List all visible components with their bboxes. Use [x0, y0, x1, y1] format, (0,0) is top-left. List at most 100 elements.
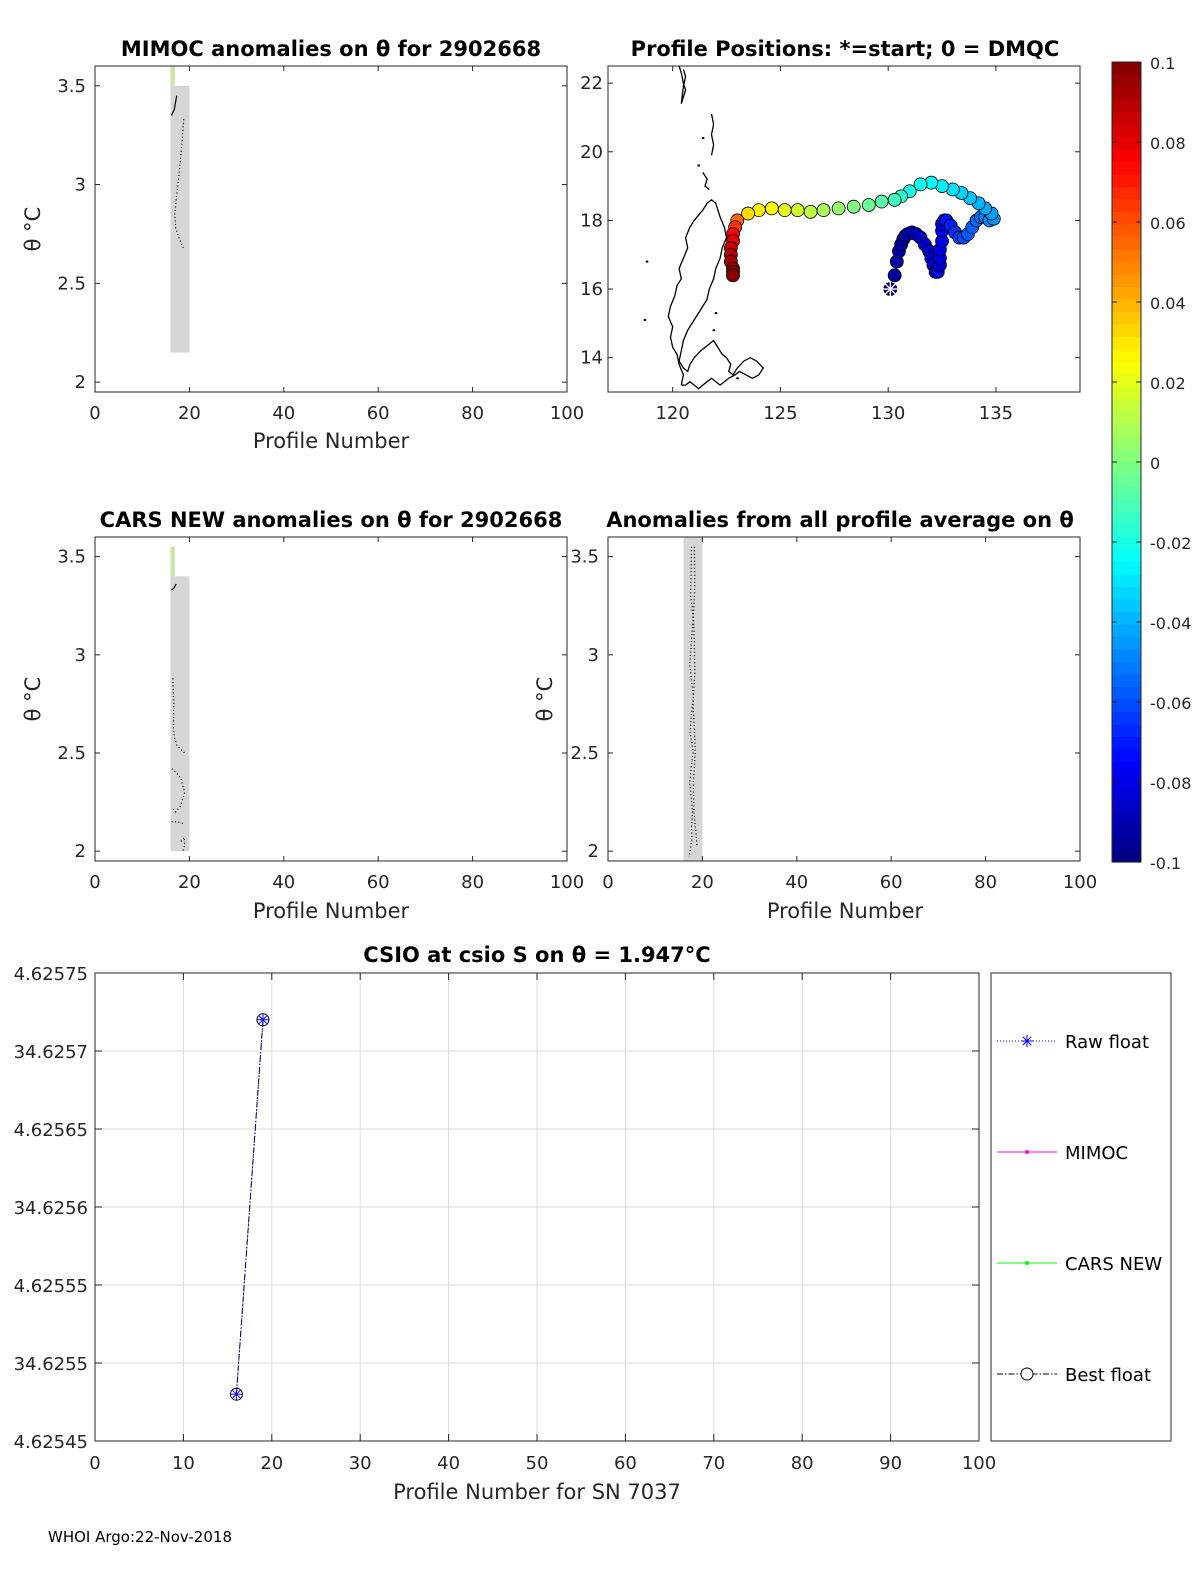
- profile-position-marker: [726, 268, 740, 283]
- x-tick-label: 0: [89, 1453, 100, 1474]
- colorbar-tick-label: -0.08: [1150, 774, 1191, 793]
- profile-position-marker: [874, 194, 889, 209]
- raw-float-line: [235, 1019, 264, 1395]
- x-tick-label: 40: [785, 872, 808, 893]
- x-tick-label: 80: [974, 872, 997, 893]
- y-tick-label: 4.62565: [14, 1120, 88, 1141]
- x-tick-label: 80: [461, 872, 484, 893]
- x-tick-label: 0: [89, 872, 100, 893]
- raw-float-marker: [231, 1389, 242, 1399]
- csio-xlabel: Profile Number for SN 7037: [393, 1480, 681, 1504]
- y-tick-label: 16: [580, 279, 603, 300]
- x-tick-label: 10: [172, 1453, 195, 1474]
- colorbar-segment: [1112, 599, 1141, 613]
- colorbar-segment: [1112, 337, 1141, 351]
- colorbar-tick-label: -0.06: [1150, 694, 1191, 713]
- islet: [736, 377, 739, 380]
- islet: [701, 137, 705, 140]
- y-tick-label: 18: [580, 210, 603, 231]
- colorbar-segment: [1112, 224, 1141, 238]
- y-tick-label: 34.6257: [14, 1042, 88, 1063]
- start-asterisk-stroke: [884, 283, 896, 295]
- colorbar-segment: [1112, 487, 1141, 501]
- colorbar-segment: [1112, 612, 1141, 626]
- csio-panel: CSIO at csio S on θ = 1.947°C Profile Nu…: [14, 943, 997, 1504]
- y-tick-label: 2: [75, 841, 86, 862]
- plot-area: [608, 537, 1080, 861]
- colorbar-segment: [1112, 662, 1141, 676]
- x-tick-label: 130: [871, 403, 905, 424]
- profile-position-marker: [887, 268, 902, 283]
- colorbar-segment: [1112, 474, 1141, 488]
- x-tick-label: 0: [602, 872, 613, 893]
- anomaly-contour: [170, 95, 178, 116]
- islet: [714, 312, 718, 315]
- anomaly-contour: [692, 546, 698, 848]
- y-tick-label: 2: [75, 372, 86, 393]
- colorbar-tick-label: 0.08: [1150, 134, 1186, 153]
- colorbar-segment: [1112, 537, 1141, 551]
- x-tick-label: 100: [1063, 872, 1097, 893]
- x-tick-label: 70: [702, 1453, 725, 1474]
- colorbar-tick-label: 0.02: [1150, 374, 1186, 393]
- x-tick-label: 80: [791, 1453, 814, 1474]
- colorbar-segment: [1112, 362, 1141, 376]
- y-tick-label: 2.5: [57, 273, 86, 294]
- legend-marker: [1020, 1367, 1034, 1381]
- coastline: [667, 198, 765, 390]
- colorbar-segment: [1112, 174, 1141, 188]
- islet: [697, 164, 701, 167]
- y-tick-label: 34.6256: [14, 1198, 88, 1219]
- colorbar-segment: [1112, 374, 1141, 388]
- legend: Raw float MIMOC CARS NEW Best float: [990, 972, 1172, 1442]
- islet: [712, 329, 716, 332]
- profile-position-marker: [777, 203, 792, 218]
- colorbar-tick-label: 0.1: [1150, 54, 1175, 73]
- x-tick-label: 120: [655, 403, 689, 424]
- footer-stamp: WHOI Argo:22-Nov-2018: [48, 1528, 232, 1546]
- colorbar-segment: [1112, 324, 1141, 338]
- colorbar-segment: [1112, 824, 1141, 838]
- colorbar-segment: [1112, 774, 1141, 788]
- colorbar-segment: [1112, 449, 1141, 463]
- avg-xlabel: Profile Number: [767, 899, 924, 923]
- colorbar: 0.1 0.08 0.06 0.04 0.02 0 -0.02 -0.04 -0.06 -0.08…: [1111, 54, 1191, 873]
- colorbar-segment: [1112, 574, 1141, 588]
- x-tick-label: 20: [691, 872, 714, 893]
- islet: [645, 260, 649, 263]
- x-tick-label: 60: [614, 1453, 637, 1474]
- colorbar-tick-label: 0.04: [1150, 294, 1186, 313]
- legend-marker: [1025, 1150, 1029, 1154]
- y-tick-label: 14: [580, 348, 603, 369]
- avg-ylabel: θ °C: [533, 677, 557, 722]
- profile-position-marker: [887, 192, 902, 207]
- anomaly-contour: [171, 583, 177, 591]
- colorbar-segment: [1112, 512, 1141, 526]
- x-tick-label: 90: [879, 1453, 902, 1474]
- x-tick-label: 20: [260, 1453, 283, 1474]
- colorbar-segment: [1112, 287, 1141, 301]
- legend-label: MIMOC: [1065, 1143, 1128, 1164]
- colorbar-segment: [1112, 412, 1141, 426]
- average-anomaly-panel: Anomalies from all profile average on θ …: [533, 508, 1097, 923]
- colorbar-segment: [1112, 349, 1141, 363]
- x-tick-label: 125: [763, 403, 797, 424]
- x-tick-label: 0: [89, 403, 100, 424]
- colorbar-segment: [1112, 149, 1141, 163]
- mimoc-ylabel: θ °C: [21, 207, 45, 252]
- anomaly-contour: [171, 768, 186, 813]
- colorbar-segment: [1112, 849, 1141, 863]
- y-tick-label: 3.5: [570, 547, 599, 568]
- islet: [643, 318, 647, 321]
- cars-xlabel: Profile Number: [253, 899, 410, 923]
- profile-position-marker: [846, 199, 861, 214]
- profile-position-marker: [764, 201, 779, 216]
- colorbar-segment: [1112, 99, 1141, 113]
- profile-position-marker: [861, 198, 876, 212]
- anomaly-cell: [170, 66, 175, 86]
- colorbar-segment: [1112, 624, 1141, 638]
- colorbar-segment: [1112, 262, 1141, 276]
- anomaly-cell: [170, 85, 190, 353]
- x-tick-label: 100: [550, 872, 584, 893]
- colorbar-segment: [1112, 312, 1141, 326]
